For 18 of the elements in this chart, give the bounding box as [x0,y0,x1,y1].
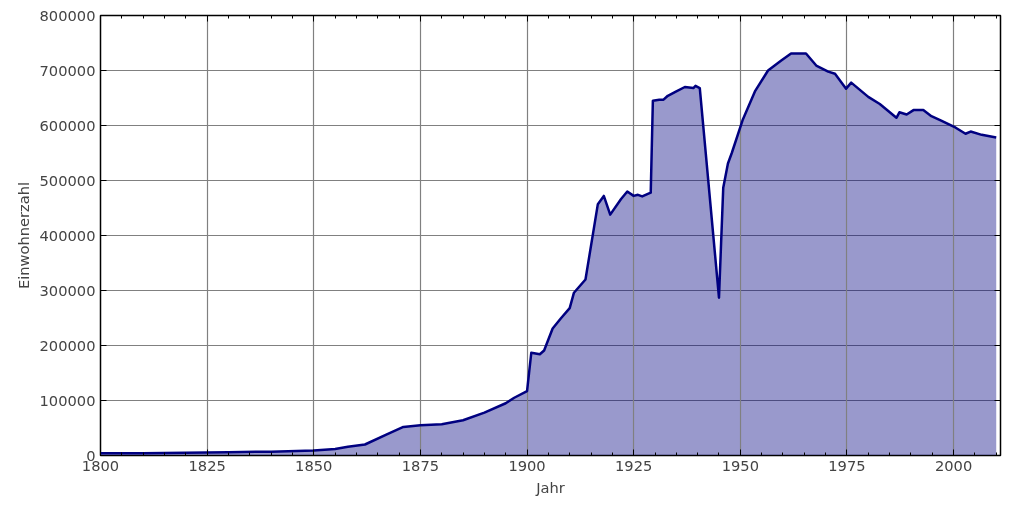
x-tick-label: 1825 [188,456,226,474]
y-tick-label: 400000 [39,226,96,244]
y-tick-label: 300000 [39,281,96,299]
x-axis-title: Jahr [535,478,566,496]
y-axis-title: Einwohnerzahl [14,181,32,290]
x-tick-label: 1925 [615,456,653,474]
y-tick-label: 200000 [39,336,96,354]
x-tick-label: 2000 [934,456,973,474]
x-tick-label: 1975 [828,456,866,474]
y-tick-label: 500000 [39,171,96,189]
x-tick-label: 1950 [721,456,759,474]
x-tick-label: 1875 [401,456,440,474]
y-tick-label: 800000 [39,6,96,24]
x-tick-label: 1850 [295,456,333,474]
x-tick-label: 1900 [508,456,546,474]
y-tick-label: 100000 [39,391,96,409]
y-tick-label: 700000 [39,61,96,79]
y-tick-label: 600000 [39,116,96,134]
